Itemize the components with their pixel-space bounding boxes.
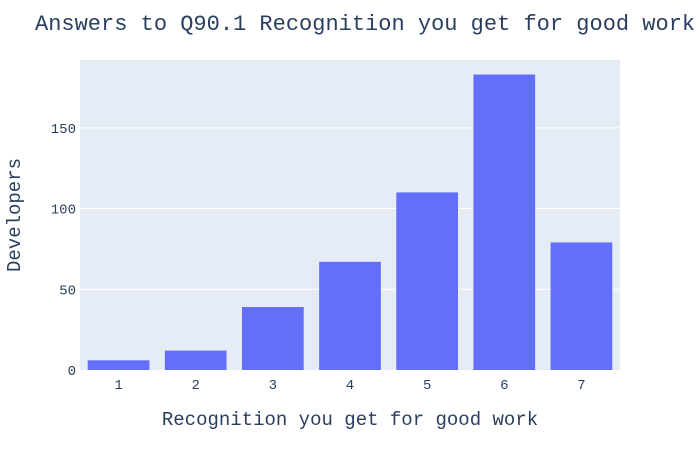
x-axis-label: Recognition you get for good work xyxy=(162,409,538,431)
x-tick-label: 6 xyxy=(500,378,508,394)
bar-3 xyxy=(242,307,304,370)
x-tick-label: 7 xyxy=(577,378,585,394)
bar-7 xyxy=(550,242,613,370)
chart-title: Answers to Q90.1 Recognition you get for… xyxy=(35,12,695,37)
x-tick-label: 3 xyxy=(269,378,277,394)
bar-6 xyxy=(473,74,536,370)
y-tick-label: 100 xyxy=(51,203,76,219)
bar-1 xyxy=(87,360,150,370)
x-tick-label: 1 xyxy=(114,378,122,394)
y-tick-label: 50 xyxy=(59,283,76,299)
y-axis-label: Developers xyxy=(4,158,26,272)
y-tick-label: 0 xyxy=(68,364,76,380)
x-tick-label: 2 xyxy=(192,378,200,394)
x-tick-label: 4 xyxy=(346,378,354,394)
bars xyxy=(87,74,613,370)
bar-4 xyxy=(319,261,381,370)
bar-5 xyxy=(396,192,458,370)
bar-2 xyxy=(164,350,227,370)
y-axis-ticks: 0 50 100 150 xyxy=(51,122,76,380)
y-tick-label: 150 xyxy=(51,122,76,138)
x-axis-ticks: 1 2 3 4 5 6 7 xyxy=(114,378,585,394)
x-tick-label: 5 xyxy=(423,378,431,394)
